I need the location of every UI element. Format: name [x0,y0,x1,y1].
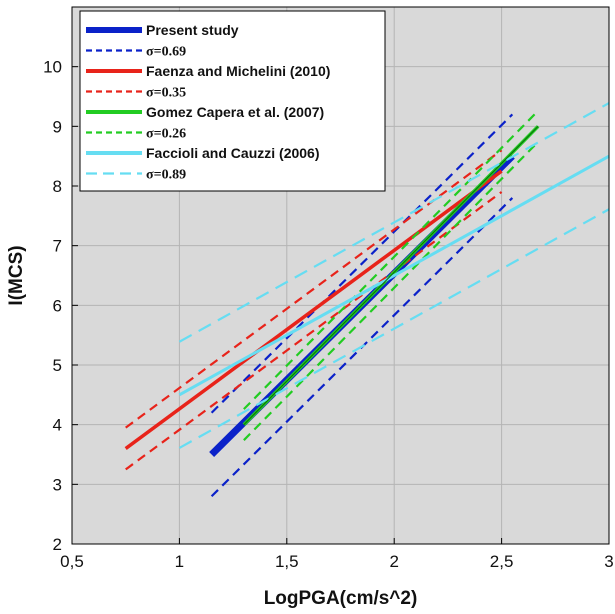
series-line [243,110,539,410]
y-tick-label: 5 [53,356,62,375]
series-line [125,191,503,471]
y-tick-label: 7 [53,237,62,256]
x-tick-label: 2,5 [490,552,514,571]
legend-label: Present study [146,22,239,38]
legend-label: Faccioli and Cauzzi (2006) [146,145,320,161]
series-line [243,141,539,441]
series-lines [124,102,610,498]
series-line [125,149,503,429]
series-line [210,113,514,414]
x-axis: 0,5 1 1,5 2 2,5 3 [60,538,614,571]
y-axis: 2 3 4 5 6 7 8 9 10 [43,58,78,554]
x-tick-label: 3 [604,552,613,571]
y-tick-label: 3 [53,475,62,494]
legend-label: Faenza and Michelini (2010) [146,63,330,79]
y-tick-label: 2 [53,535,62,554]
legend-label: σ=0.89 [146,168,186,183]
x-tick-label: 2 [389,552,398,571]
plot-frame [71,6,610,545]
series-line [124,169,503,450]
legend-label: Gomez Capera et al. (2007) [146,104,324,120]
y-tick-label: 10 [43,58,62,77]
y-tick-label: 6 [53,296,62,315]
legend-label: σ=0.35 [146,86,186,101]
x-tick-label: 0,5 [60,552,84,571]
legend-box [79,10,386,192]
series-line [178,154,610,397]
series-line-core [243,125,539,426]
legend-label: σ=0.26 [146,127,186,142]
x-axis-title: LogPGA(cm/s^2) [264,588,418,609]
y-axis-title: I(MCS) [6,245,27,305]
y-tick-label: 8 [53,177,62,196]
y-tick-label: 4 [53,416,62,435]
legend-label: σ=0.69 [146,45,186,60]
series-line [178,102,610,343]
y-tick-label: 9 [53,117,62,136]
x-tick-label: 1,5 [275,552,299,571]
legend: Present study σ=0.69 Faenza and Michelini … [79,10,386,192]
series-line [178,208,610,449]
x-tick-label: 1 [175,552,184,571]
